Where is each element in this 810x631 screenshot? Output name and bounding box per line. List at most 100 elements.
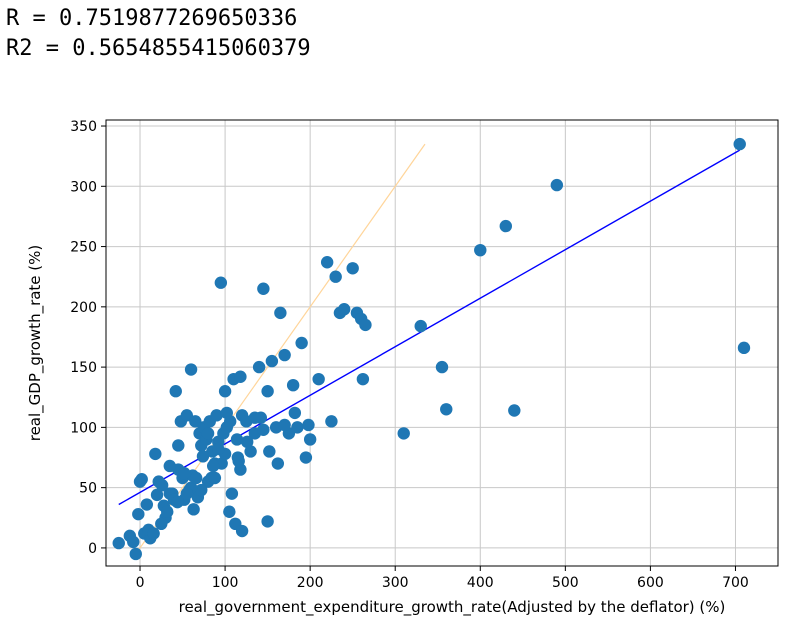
data-point <box>187 503 200 516</box>
data-point <box>440 403 453 416</box>
data-point <box>112 536 125 550</box>
data-point <box>180 487 194 500</box>
r2-value-text: R2 = 0.5654855415060379 <box>6 36 311 61</box>
data-point <box>235 524 249 538</box>
trend-lines <box>118 143 741 555</box>
data-point <box>257 282 270 295</box>
data-point <box>155 479 169 492</box>
data-point <box>241 435 254 449</box>
scatter-points <box>112 137 751 561</box>
data-point <box>733 137 746 151</box>
data-point <box>414 319 427 333</box>
x-tick-label: 100 <box>212 575 239 591</box>
data-point <box>265 354 279 368</box>
data-point <box>286 378 300 392</box>
data-point <box>225 487 239 500</box>
x-axis-label: real_government_expenditure_growth_rate(… <box>179 598 726 617</box>
data-point <box>129 547 142 561</box>
identity-line <box>135 143 426 555</box>
data-point <box>232 454 245 468</box>
data-point <box>303 433 317 446</box>
y-tick-label: 150 <box>70 360 97 376</box>
data-point <box>278 348 291 362</box>
data-point <box>178 466 191 480</box>
data-point <box>201 427 215 440</box>
x-tick-label: 400 <box>467 575 494 591</box>
plot-frame <box>105 119 779 567</box>
data-point <box>212 442 225 456</box>
data-point <box>261 385 274 398</box>
data-point <box>214 276 228 289</box>
data-point <box>163 459 176 473</box>
y-tick-label: 250 <box>70 240 97 256</box>
data-point <box>135 473 148 486</box>
data-point <box>195 483 208 497</box>
data-point <box>223 505 236 518</box>
data-point <box>474 243 487 257</box>
data-point <box>508 404 521 417</box>
data-point <box>172 439 185 452</box>
data-point <box>161 505 174 518</box>
data-point <box>248 411 262 424</box>
data-point <box>171 495 184 509</box>
data-point <box>189 471 203 485</box>
axis-ticks: 0 100 200 300 400 500 600 700 0 50 100 150 200 250 300… <box>70 119 749 591</box>
data-point <box>263 445 276 458</box>
x-tick-label: 300 <box>382 575 409 591</box>
data-point <box>288 406 302 420</box>
data-point <box>149 447 162 461</box>
data-point <box>230 433 244 446</box>
data-point <box>150 488 164 502</box>
data-point <box>218 385 232 398</box>
data-point <box>278 418 291 432</box>
data-point <box>295 336 308 350</box>
data-point <box>132 507 145 521</box>
x-tick-label: 200 <box>297 575 324 591</box>
x-tick-label: 500 <box>552 575 579 591</box>
data-point <box>184 363 198 376</box>
data-point <box>271 457 285 470</box>
data-point <box>234 370 247 383</box>
y-tick-label: 50 <box>79 481 97 497</box>
data-point <box>299 451 313 464</box>
data-point <box>291 421 304 434</box>
data-point <box>169 385 182 398</box>
x-tick-label: 600 <box>637 575 664 591</box>
data-point <box>346 262 359 275</box>
y-tick-label: 350 <box>70 119 97 135</box>
data-point <box>206 459 220 473</box>
output-stats: R = 0.7519877269650336 R2 = 0.5654855415… <box>6 4 311 64</box>
y-tick-label: 0 <box>88 541 97 557</box>
data-point <box>274 306 287 320</box>
data-point <box>155 517 168 531</box>
data-point <box>140 498 154 511</box>
data-point <box>325 415 338 428</box>
data-point <box>312 372 325 386</box>
data-point <box>302 418 315 432</box>
data-point <box>127 535 140 549</box>
data-point <box>220 406 233 420</box>
data-point <box>261 515 274 528</box>
data-point <box>208 471 222 485</box>
data-point <box>147 527 160 540</box>
data-point <box>356 372 370 386</box>
data-point <box>737 341 751 355</box>
y-axis-label: real_GDP_growth_rate (%) <box>26 245 45 442</box>
y-tick-label: 100 <box>70 420 97 436</box>
r-value-text: R = 0.7519877269650336 <box>6 6 298 31</box>
data-point <box>550 178 564 192</box>
data-point <box>359 318 372 332</box>
data-point <box>435 360 449 374</box>
data-point <box>397 427 410 440</box>
x-tick-label: 0 <box>136 575 145 591</box>
y-tick-label: 300 <box>70 179 97 195</box>
data-point <box>196 450 210 463</box>
y-tick-label: 200 <box>70 300 97 316</box>
data-point <box>244 445 257 458</box>
data-point <box>210 409 223 422</box>
grid-lines <box>106 120 778 566</box>
data-point <box>257 423 270 436</box>
data-point <box>337 303 351 316</box>
x-tick-label: 700 <box>722 575 749 591</box>
